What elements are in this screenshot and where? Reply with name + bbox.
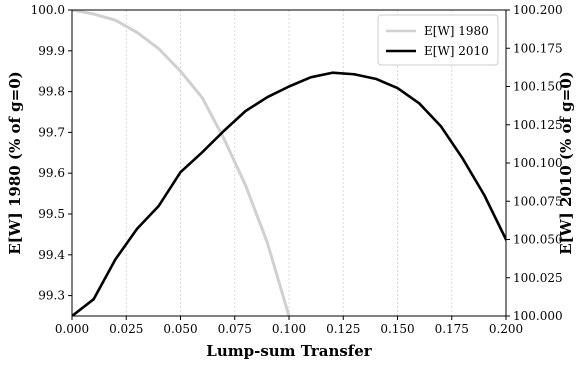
x-tick-label: 0.150 <box>380 322 414 336</box>
y-left-axis-title: E[W] 1980 (% of g=0) <box>6 71 24 255</box>
series-line-2010 <box>72 71 506 316</box>
y-right-tick-label: 100.150 <box>513 80 563 94</box>
y-left-tick-label: 100.0 <box>31 3 65 17</box>
x-tick-label: 0.175 <box>435 322 469 336</box>
y-right-tick-label: 100.050 <box>513 233 563 247</box>
y-left-tick-label: 99.8 <box>38 85 65 99</box>
y-left-tick-label: 99.7 <box>38 125 65 139</box>
legend: E[W] 1980 E[W] 2010 <box>377 14 499 66</box>
y-right-tick-label: 100.200 <box>513 3 563 17</box>
x-tick-label: 0.125 <box>326 322 360 336</box>
y-right-tick-label: 100.075 <box>513 194 563 208</box>
x-tick-label: 0.100 <box>272 322 306 336</box>
y-left-tick-label: 99.9 <box>38 44 65 58</box>
y-right-tick-label: 100.000 <box>513 309 563 323</box>
y-right-tick-label: 100.025 <box>513 271 563 285</box>
legend-box <box>377 14 499 66</box>
y-left-tick-label: 99.5 <box>38 207 65 221</box>
x-tick-label: 0.000 <box>55 322 89 336</box>
series-line-1980 <box>72 10 291 316</box>
x-axis-ticks: 0.000 0.025 0.050 0.075 0.100 0.125 0.150 0.175… <box>55 316 523 336</box>
y-left-axis-ticks: 99.3 99.4 99.5 99.6 99.7 99.8 99.9 100.0 <box>31 3 72 303</box>
y-right-tick-label: 100.100 <box>513 156 563 170</box>
legend-label-1980: E[W] 1980 <box>424 24 489 38</box>
x-tick-label: 0.075 <box>218 322 252 336</box>
legend-label-2010: E[W] 2010 <box>424 44 489 58</box>
x-axis-title: Lump-sum Transfer <box>206 342 373 360</box>
y-right-tick-label: 100.175 <box>513 41 563 55</box>
y-right-axis-title: E[W] 2010 (% of g=0) <box>557 71 575 255</box>
y-left-tick-label: 99.3 <box>38 289 65 303</box>
series-lines <box>72 10 506 316</box>
x-tick-label: 0.050 <box>163 322 197 336</box>
y-right-tick-label: 100.125 <box>513 118 563 132</box>
y-left-tick-label: 99.6 <box>38 166 65 180</box>
y-right-axis-ticks: 100.000 100.025 100.050 100.075 100.100 100.1… <box>506 3 563 323</box>
y-left-tick-label: 99.4 <box>38 248 65 262</box>
x-tick-label: 0.025 <box>109 322 143 336</box>
x-tick-label: 0.200 <box>489 322 523 336</box>
